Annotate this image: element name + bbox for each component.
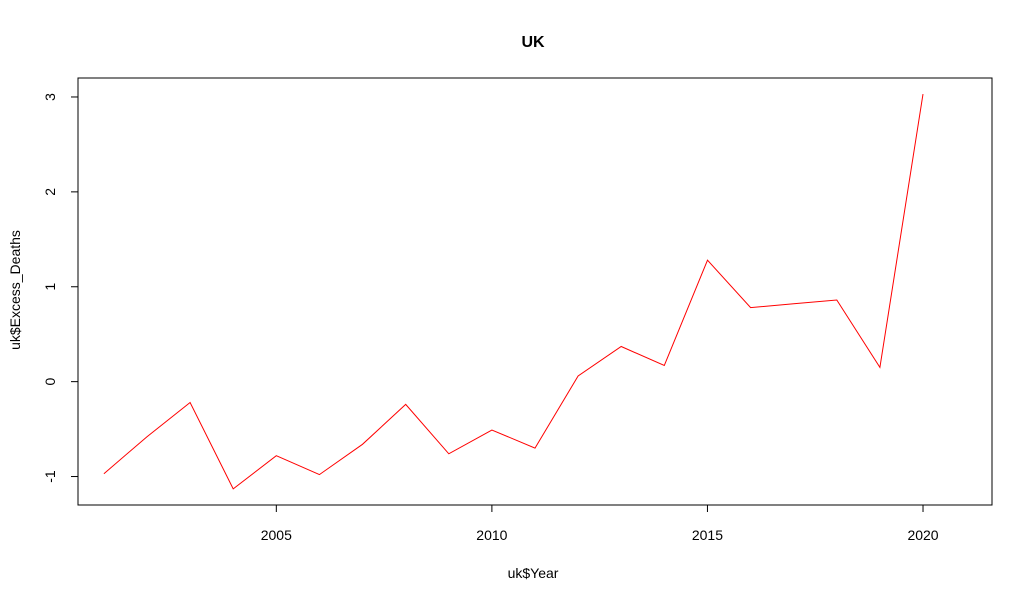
x-tick-label: 2020 (907, 527, 938, 543)
y-tick-label: -1 (42, 470, 58, 483)
y-axis: -1 0 1 2 3 (42, 93, 79, 483)
x-tick-label: 2015 (692, 527, 723, 543)
x-tick-label: 2005 (261, 527, 292, 543)
x-axis-label: uk$Year (508, 565, 559, 581)
series-line (103, 94, 924, 490)
y-tick-label: 0 (42, 378, 58, 386)
x-tick-label: 2010 (476, 527, 507, 543)
y-tick-label: 3 (42, 93, 58, 101)
plot-area (77, 77, 993, 506)
y-axis-label: uk$Excess_Deaths (7, 230, 23, 350)
series-layer (103, 94, 924, 490)
chart-title: UK (521, 34, 545, 51)
y-tick-label: 1 (42, 283, 58, 291)
y-tick-label: 2 (42, 188, 58, 196)
x-axis: 2005 2010 2015 2020 (261, 504, 939, 543)
